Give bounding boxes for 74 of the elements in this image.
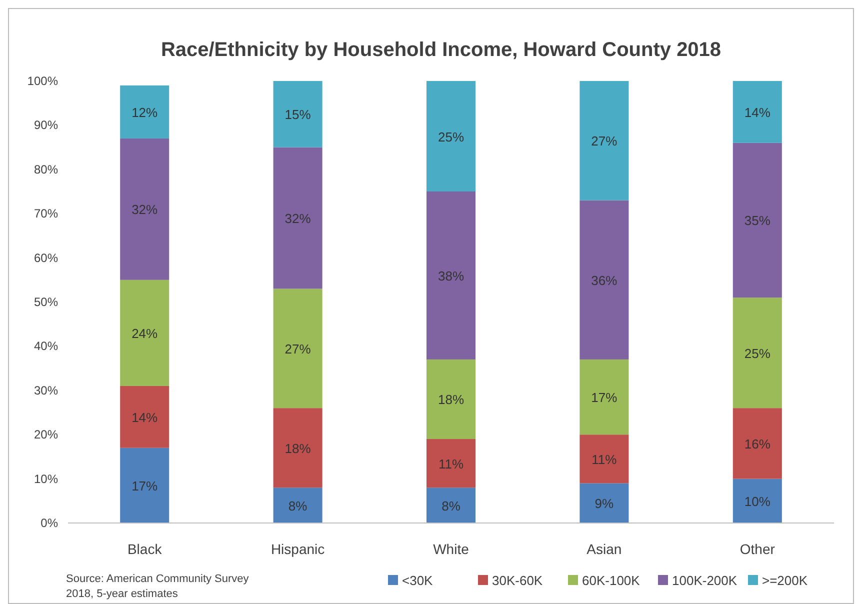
bar bbox=[426, 81, 476, 192]
y-tick-label: 10% bbox=[34, 472, 58, 486]
x-tick-label: Asian bbox=[586, 541, 622, 557]
bar bbox=[426, 439, 476, 488]
bar bbox=[426, 192, 476, 360]
text: 9% bbox=[594, 496, 614, 512]
bar bbox=[580, 359, 629, 435]
text: 24% bbox=[132, 326, 158, 341]
text: 11% bbox=[592, 452, 617, 467]
text: 12% bbox=[132, 104, 158, 120]
y-tick-label: 20% bbox=[34, 428, 58, 442]
bar bbox=[120, 138, 170, 280]
bar bbox=[273, 408, 322, 488]
text: 8% bbox=[288, 498, 308, 514]
legend-label: 30K-60K bbox=[492, 573, 543, 588]
bar bbox=[580, 483, 629, 523]
text: 15% bbox=[284, 107, 311, 122]
y-tick-label: 40% bbox=[34, 339, 58, 354]
text: 8% bbox=[442, 498, 460, 514]
bar bbox=[732, 298, 782, 408]
bar bbox=[732, 81, 782, 143]
bar bbox=[273, 81, 322, 148]
bar bbox=[120, 85, 170, 138]
text: 27% bbox=[591, 134, 618, 149]
text: 25% bbox=[744, 346, 770, 361]
legend-label: >=200K bbox=[762, 573, 808, 588]
legend-label: 60K-100K bbox=[582, 573, 640, 588]
y-tick-label: 90% bbox=[34, 118, 58, 132]
text: 14% bbox=[744, 104, 770, 120]
text: 35% bbox=[744, 213, 770, 228]
bar bbox=[120, 448, 170, 523]
text: 18% bbox=[438, 392, 464, 408]
bar bbox=[273, 488, 322, 523]
bar bbox=[120, 386, 170, 448]
text: 27% bbox=[284, 341, 311, 356]
text: 38% bbox=[438, 268, 464, 284]
bar bbox=[120, 280, 170, 386]
y-tick-label: 70% bbox=[34, 206, 58, 221]
text: 25% bbox=[438, 129, 464, 144]
bar bbox=[732, 478, 782, 523]
y-tick-label: 100% bbox=[27, 74, 58, 88]
legend-label: <30K bbox=[402, 573, 434, 588]
bar bbox=[732, 408, 782, 479]
bar bbox=[426, 488, 476, 523]
bar bbox=[732, 142, 782, 298]
text: 11% bbox=[438, 456, 464, 472]
text: 2018, 5-year estimates bbox=[66, 588, 178, 600]
x-tick-label: Other bbox=[740, 541, 776, 557]
x-tick-label: Hispanic bbox=[270, 541, 325, 557]
text: 14% bbox=[132, 410, 158, 425]
chart-title: Race/Ethnicity by Household Income, Howard County 2018 bbox=[160, 39, 722, 61]
bar bbox=[426, 359, 476, 440]
text: 18% bbox=[284, 440, 311, 456]
text: 32% bbox=[284, 211, 311, 226]
text: 17% bbox=[132, 478, 158, 494]
bar bbox=[580, 81, 629, 200]
text: 32% bbox=[132, 202, 158, 218]
x-tick-label: Black bbox=[127, 541, 163, 557]
y-tick-label: 60% bbox=[34, 250, 58, 265]
y-tick-label: 80% bbox=[34, 162, 58, 176]
y-tick-label: 0% bbox=[40, 516, 58, 530]
bar bbox=[580, 200, 629, 360]
x-tick-label: White bbox=[433, 541, 470, 557]
bar bbox=[273, 288, 322, 408]
source-note: Source: American Community Survey bbox=[66, 573, 250, 585]
y-tick-label: 50% bbox=[34, 295, 58, 309]
text: 10% bbox=[744, 494, 770, 509]
y-tick-label: 30% bbox=[34, 383, 58, 398]
text: 36% bbox=[591, 272, 618, 288]
text: 17% bbox=[591, 390, 618, 406]
bar bbox=[580, 434, 629, 484]
bar bbox=[273, 147, 322, 289]
legend-label: 100K-200K bbox=[672, 573, 738, 588]
text: 16% bbox=[744, 436, 770, 452]
